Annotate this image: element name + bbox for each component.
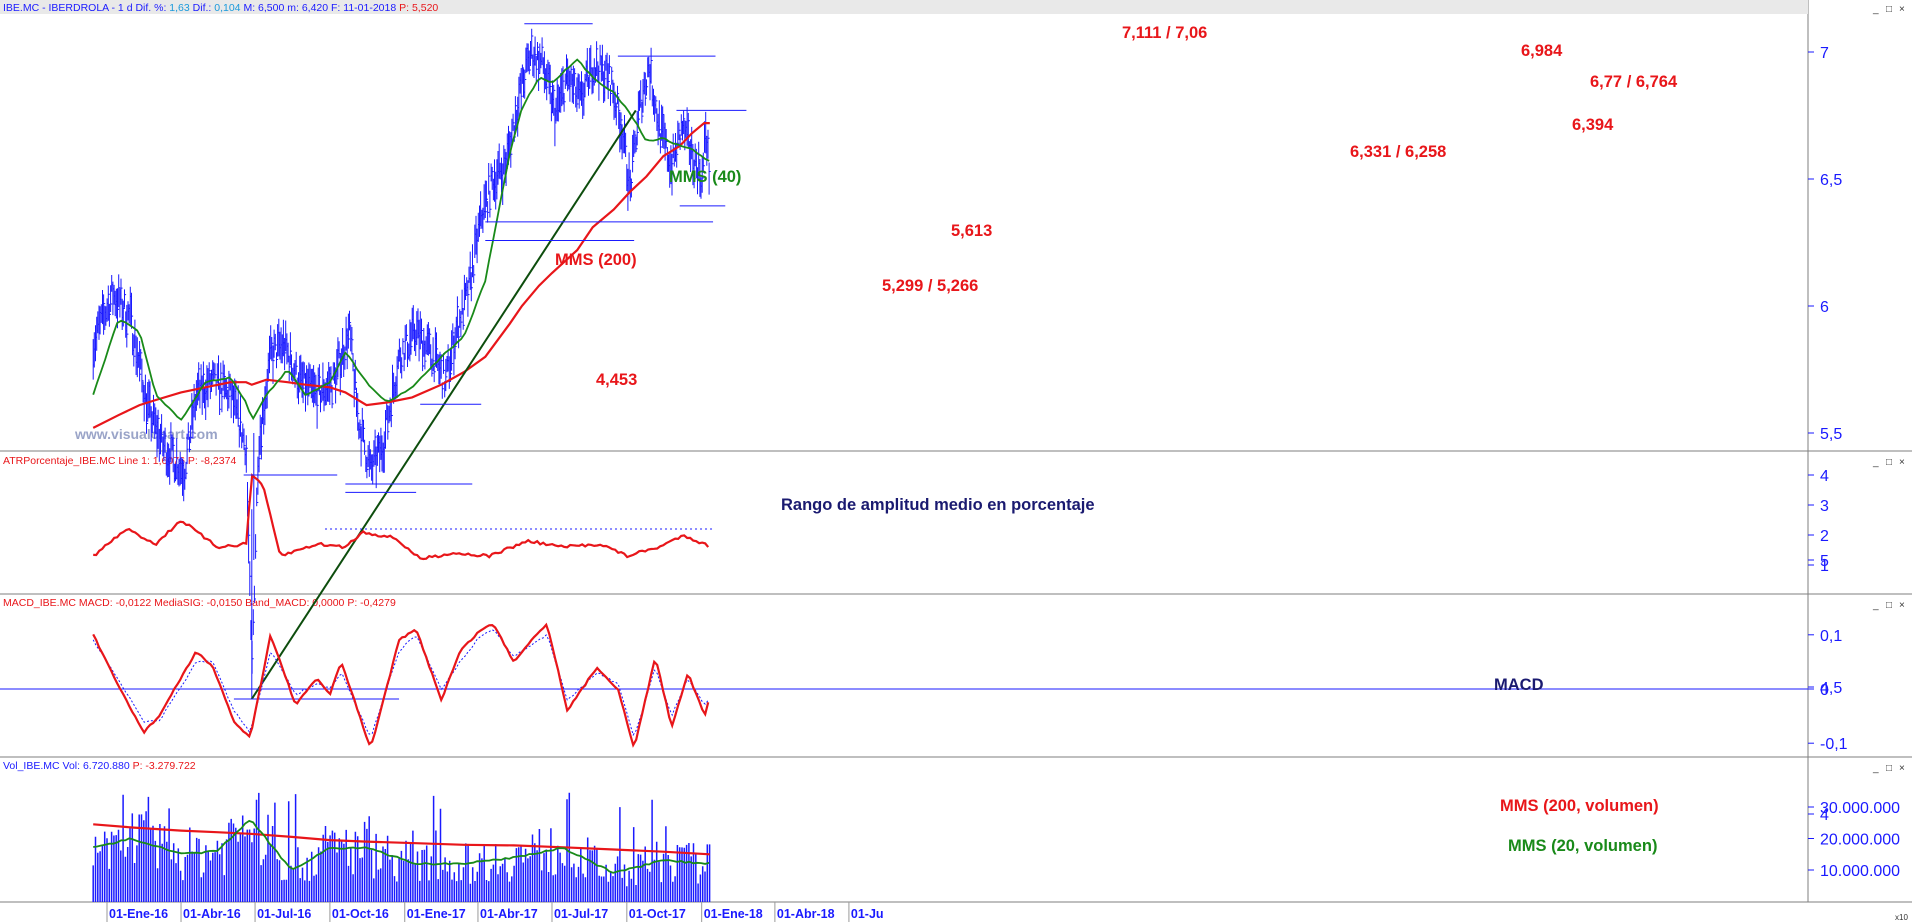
macd-y-tick-label: 0 bbox=[1820, 682, 1829, 699]
x-tick-label: 01-Abr-18 bbox=[777, 907, 835, 921]
atr-y-tick-label: 1 bbox=[1820, 558, 1829, 575]
volume-mms200-label: MMS (200, volumen) bbox=[1500, 797, 1659, 815]
atr-y-tick-label: 4 bbox=[1820, 468, 1829, 485]
level-6770-label: 6,77 / 6,764 bbox=[1590, 73, 1678, 91]
macd-y-tick-label: 0,1 bbox=[1820, 628, 1842, 645]
atr-line bbox=[93, 473, 710, 561]
macd-label: MACD bbox=[1494, 676, 1544, 694]
price-y-tick-label: 7 bbox=[1820, 45, 1829, 62]
x-tick-label: 01-Jul-17 bbox=[554, 907, 608, 921]
x-tick-label: 01-Jul-16 bbox=[257, 907, 311, 921]
level-low-label: 4,453 bbox=[596, 371, 637, 389]
volume-y-tick-label: 20.000.000 bbox=[1820, 832, 1900, 849]
volume-bar-set bbox=[92, 792, 711, 902]
x-axis-corner: x10 bbox=[1895, 913, 1908, 922]
price-panel-header: IBE.MC - IBERDROLA - 1 d Dif. %: 1,63 Di… bbox=[3, 2, 438, 14]
price-y-tick-label: 5 bbox=[1820, 553, 1829, 570]
volume-mms20-label: MMS (20, volumen) bbox=[1508, 837, 1657, 855]
x-tick-label: 01-Ene-18 bbox=[704, 907, 763, 921]
mms200-label: MMS (200) bbox=[555, 251, 637, 269]
x-tick-label: 01-Abr-17 bbox=[480, 907, 538, 921]
axes: 7 6,5 6 5,5 5 4,5 4 4 3 2 1 0,1 0 -0,1 30.000.000 20.00… bbox=[106, 45, 1908, 922]
level-5613-label: 5,613 bbox=[951, 222, 992, 240]
close-button[interactable]: × bbox=[1899, 763, 1905, 774]
mms200-line bbox=[92, 122, 710, 429]
x-tick-label: 01-Ene-16 bbox=[109, 907, 168, 921]
minimize-button[interactable]: _ bbox=[1872, 457, 1879, 468]
x-tick-label: 01-Ju bbox=[851, 907, 884, 921]
volume-mms200-line bbox=[93, 823, 710, 856]
maximize-button[interactable]: □ bbox=[1886, 600, 1892, 611]
volume-y-tick-label: 10.000.000 bbox=[1820, 863, 1900, 880]
close-button[interactable]: × bbox=[1899, 4, 1905, 15]
minimize-button[interactable]: _ bbox=[1872, 600, 1879, 611]
maximize-button[interactable]: □ bbox=[1886, 763, 1892, 774]
mms40-line bbox=[92, 58, 710, 421]
macd-indicator bbox=[0, 622, 1808, 748]
level-5299-label: 5,299 / 5,266 bbox=[882, 277, 978, 295]
volume-mms20-line bbox=[93, 819, 710, 874]
price-y-tick-label: 4 bbox=[1820, 807, 1829, 824]
price-y-tick-label: 4,5 bbox=[1820, 680, 1842, 697]
macd-line bbox=[92, 622, 710, 748]
level-6394-label: 6,394 bbox=[1572, 116, 1614, 134]
level-6984-label: 6,984 bbox=[1521, 42, 1563, 60]
x-tick-label: 01-Abr-16 bbox=[183, 907, 241, 921]
level-top-label: 7,111 / 7,06 bbox=[1122, 24, 1207, 42]
mms40-label: MMS (40) bbox=[669, 168, 741, 186]
atr-indicator bbox=[93, 473, 713, 561]
atr-panel-header: ATRPorcentaje_IBE.MC Line 1: 1,6076 P: -… bbox=[3, 455, 236, 467]
watermark: www.visualchart.com bbox=[74, 426, 218, 442]
price-y-tick-label: 6,5 bbox=[1820, 172, 1842, 189]
volume-y-tick-label: 30.000.000 bbox=[1820, 800, 1900, 817]
price-annotations bbox=[233, 23, 747, 700]
close-button[interactable]: × bbox=[1899, 457, 1905, 468]
macd-y-tick-label: -0,1 bbox=[1820, 736, 1848, 753]
price-y-tick-label: 6 bbox=[1820, 299, 1829, 316]
volume-panel-header: Vol_IBE.MC Vol: 6.720.880 P: -3.279.722 bbox=[3, 760, 196, 772]
x-tick-label: 01-Oct-17 bbox=[629, 907, 686, 921]
price-y-tick-label: 5,5 bbox=[1820, 426, 1842, 443]
maximize-button[interactable]: □ bbox=[1886, 457, 1892, 468]
x-tick-label: 01-Ene-17 bbox=[407, 907, 466, 921]
level-6331-label: 6,331 / 6,258 bbox=[1350, 143, 1446, 161]
macd-panel-header: MACD_IBE.MC MACD: -0,0122 MediaSIG: -0,0… bbox=[3, 597, 396, 609]
close-button[interactable]: × bbox=[1899, 600, 1905, 611]
volume-indicator bbox=[92, 792, 711, 902]
atr-y-tick-label: 2 bbox=[1820, 528, 1829, 545]
atr-title: Rango de amplitud medio en porcentaje bbox=[781, 496, 1095, 514]
minimize-button[interactable]: _ bbox=[1872, 763, 1879, 774]
minimize-button[interactable]: _ bbox=[1872, 4, 1879, 15]
x-tick-label: 01-Oct-16 bbox=[332, 907, 389, 921]
maximize-button[interactable]: □ bbox=[1886, 4, 1892, 15]
atr-y-tick-label: 3 bbox=[1820, 498, 1829, 515]
